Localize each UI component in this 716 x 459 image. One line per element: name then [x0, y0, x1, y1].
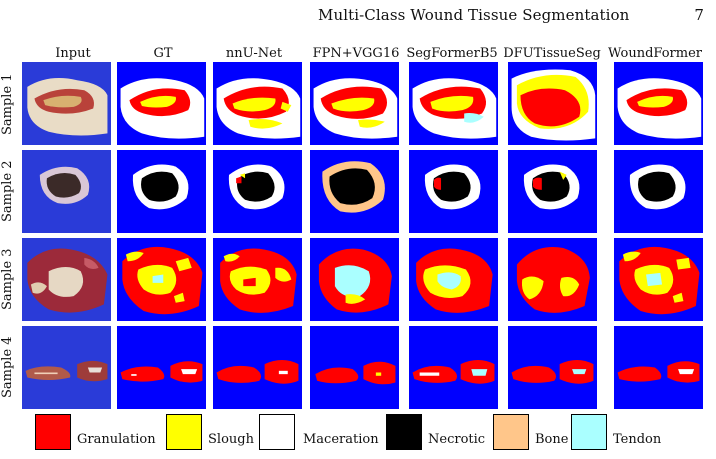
- sample-1-nnunet-mask: [213, 62, 302, 145]
- sample-3-gt-mask: [117, 238, 206, 321]
- sample-1-segformerb5-mask: [409, 62, 498, 145]
- legend-label-bone: Bone: [535, 432, 569, 447]
- column-header-dfutissueseg: DFUTissueSeg: [503, 46, 601, 61]
- page-header: Multi-Class Wound Tissue Segmentation 7: [318, 6, 708, 26]
- sample-2-segformerb5-mask: [409, 150, 498, 233]
- column-header-nnunet: nnU-Net: [225, 46, 283, 61]
- sample-4-nnunet-mask: [213, 326, 302, 409]
- column-header-segformerb5: SegFormerB5: [406, 46, 498, 61]
- sample-1-gt-mask: [117, 62, 206, 145]
- sample-1-dfutissueseg-mask: [508, 62, 597, 145]
- sample-1-input-image: [22, 62, 111, 145]
- legend-swatch-granulation: [35, 414, 71, 450]
- sample-4-dfutissueseg-mask: [508, 326, 597, 409]
- legend-label-necrotic: Necrotic: [428, 432, 486, 447]
- running-title: Multi-Class Wound Tissue Segmentation: [318, 6, 630, 24]
- sample-3-woundformer-mask: [614, 238, 703, 321]
- legend-swatch-bone: [493, 414, 529, 450]
- column-header-gt: GT: [153, 46, 173, 61]
- sample-1-fpn-vgg16-mask: [310, 62, 399, 145]
- sample-4-gt-mask: [117, 326, 206, 409]
- sample-2-gt-mask: [117, 150, 206, 233]
- sample-3-dfutissueseg-mask: [508, 238, 597, 321]
- column-header-woundformer: WoundFormer: [608, 46, 702, 61]
- sample-2-dfutissueseg-mask: [508, 150, 597, 233]
- sample-2-nnunet-mask: [213, 150, 302, 233]
- legend-swatch-tendon: [571, 414, 607, 450]
- legend-swatch-slough: [166, 414, 202, 450]
- sample-3-nnunet-mask: [213, 238, 302, 321]
- page-number: 7: [694, 6, 704, 24]
- row-label-sample-3: Sample 3: [0, 248, 15, 310]
- column-header-input: Input: [55, 46, 91, 61]
- legend-label-maceration: Maceration: [303, 432, 379, 447]
- sample-2-input-image: [22, 150, 111, 233]
- sample-4-segformerb5-mask: [409, 326, 498, 409]
- sample-2-fpn-vgg16-mask: [310, 150, 399, 233]
- sample-4-fpn-vgg16-mask: [310, 326, 399, 409]
- sample-1-woundformer-mask: [614, 62, 703, 145]
- sample-4-input-image: [22, 326, 111, 409]
- legend-label-granulation: Granulation: [77, 432, 156, 447]
- row-label-sample-2: Sample 2: [0, 160, 15, 222]
- legend: Granulation Slough Maceration Necrotic B…: [0, 414, 716, 454]
- sample-3-input-image: [22, 238, 111, 321]
- legend-swatch-maceration: [259, 414, 295, 450]
- sample-4-woundformer-mask: [614, 326, 703, 409]
- row-label-sample-4: Sample 4: [0, 336, 15, 398]
- legend-label-slough: Slough: [208, 432, 254, 447]
- row-label-sample-1: Sample 1: [0, 73, 15, 135]
- column-header-fpn-vgg16: FPN+VGG16: [312, 46, 400, 61]
- legend-label-tendon: Tendon: [613, 432, 662, 447]
- sample-3-segformerb5-mask: [409, 238, 498, 321]
- legend-swatch-necrotic: [386, 414, 422, 450]
- sample-3-fpn-vgg16-mask: [310, 238, 399, 321]
- sample-2-woundformer-mask: [614, 150, 703, 233]
